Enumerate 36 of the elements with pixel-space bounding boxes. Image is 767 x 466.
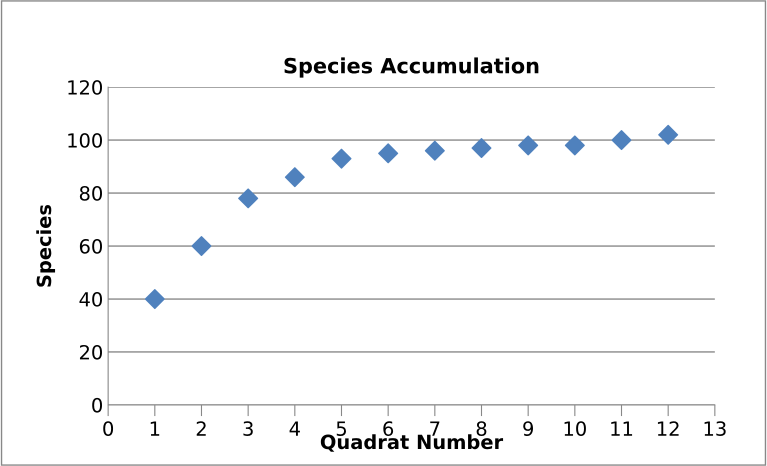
y-tick-label: 20 (80, 344, 102, 360)
chart-title: Species Accumulation (284, 57, 538, 78)
x-tick-label: 9 (523, 421, 533, 436)
y-tick-label: 100 (68, 133, 102, 148)
point (564, 135, 585, 156)
x-tick-label: 13 (704, 421, 726, 436)
point (238, 188, 258, 208)
x-tick-label: 1 (150, 422, 160, 436)
x-tick-label: 10 (564, 421, 586, 436)
y-tick-label: 40 (79, 292, 102, 307)
point (144, 289, 165, 310)
point (331, 148, 352, 169)
y-tick-label: 120 (68, 80, 102, 95)
x-tick-label: 7 (430, 422, 440, 436)
point (471, 138, 492, 158)
x-axis-title: Quadrat Number (320, 434, 504, 452)
x-tick-label: 12 (658, 421, 679, 436)
point (658, 124, 678, 145)
y-tick-label: 80 (80, 186, 102, 201)
point (284, 167, 305, 188)
x-tick-label: 6 (383, 421, 394, 436)
x-tick-label: 4 (290, 422, 300, 436)
point (424, 140, 445, 161)
point (611, 130, 632, 150)
point (518, 135, 538, 156)
y-tick-label: 60 (80, 239, 102, 254)
x-tick-label: 5 (336, 422, 346, 436)
point (378, 143, 398, 164)
x-tick-label: 8 (476, 421, 486, 436)
x-tick-label: 11 (611, 422, 632, 436)
point (191, 236, 212, 256)
y-tick-label: 0 (92, 398, 102, 413)
x-tick-label: 3 (243, 421, 253, 436)
x-tick-label: 0 (103, 421, 114, 436)
x-tick-label: 2 (196, 421, 206, 436)
y-axis-title: Species (36, 204, 56, 287)
